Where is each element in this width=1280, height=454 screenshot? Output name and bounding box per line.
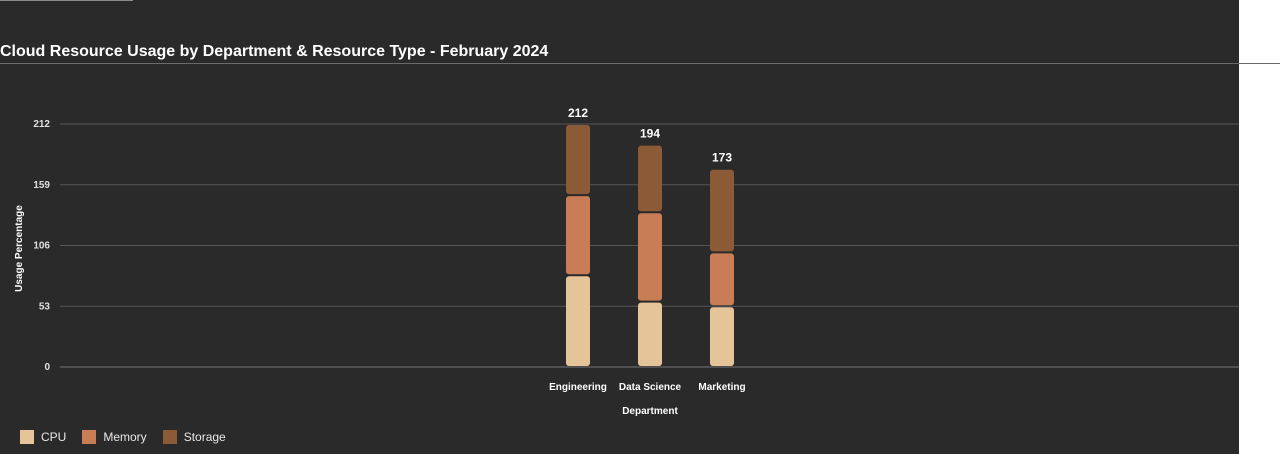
legend-swatch	[82, 430, 97, 444]
top-tab-indicator	[0, 0, 133, 1]
y-tick-label: 212	[33, 119, 50, 130]
bar-segment-cpu	[638, 302, 662, 366]
bar-total-label: 212	[568, 106, 588, 120]
chart-title: Cloud Resource Usage by Department & Res…	[0, 43, 549, 60]
y-tick-label: 159	[33, 180, 50, 191]
bar-segment-memory	[710, 253, 734, 306]
bar-total-label: 194	[640, 127, 660, 141]
chart-panel: Cloud Resource Usage by Department & Res…	[0, 0, 1239, 454]
x-axis-label: Department	[622, 406, 678, 417]
bar-segment-storage	[710, 169, 734, 252]
x-tick-label: Marketing	[698, 382, 745, 393]
bar-segment-storage	[638, 145, 662, 212]
legend-item-memory[interactable]: Memory	[82, 430, 147, 444]
x-tick-label: Engineering	[549, 382, 607, 393]
bar-segment-memory	[566, 196, 590, 275]
legend-label: Memory	[103, 430, 147, 444]
title-divider	[0, 63, 1280, 64]
legend-swatch	[20, 430, 34, 444]
legend: CPU Memory Storage	[20, 430, 226, 444]
stacked-bar-chart: 0 53 106 159 212 Usage Percentage 212 Engineeri…	[14, 106, 1239, 417]
bar-segment-memory	[638, 213, 662, 301]
legend-item-storage[interactable]: Storage	[162, 430, 226, 444]
legend-item-cpu[interactable]: CPU	[20, 430, 66, 444]
bar-segment-cpu	[566, 276, 590, 366]
y-tick-label: 0	[44, 362, 50, 373]
bar-segment-cpu	[710, 307, 734, 366]
y-tick-label: 53	[39, 301, 51, 312]
x-tick-label: Data Science	[619, 382, 682, 393]
legend-label: CPU	[41, 430, 67, 444]
bar-segment-storage	[566, 125, 590, 195]
bar-total-label: 173	[712, 151, 732, 165]
y-tick-label: 106	[33, 241, 50, 252]
y-axis-label: Usage Percentage	[14, 205, 25, 292]
legend-label: Storage	[183, 430, 226, 444]
legend-swatch	[162, 430, 177, 444]
